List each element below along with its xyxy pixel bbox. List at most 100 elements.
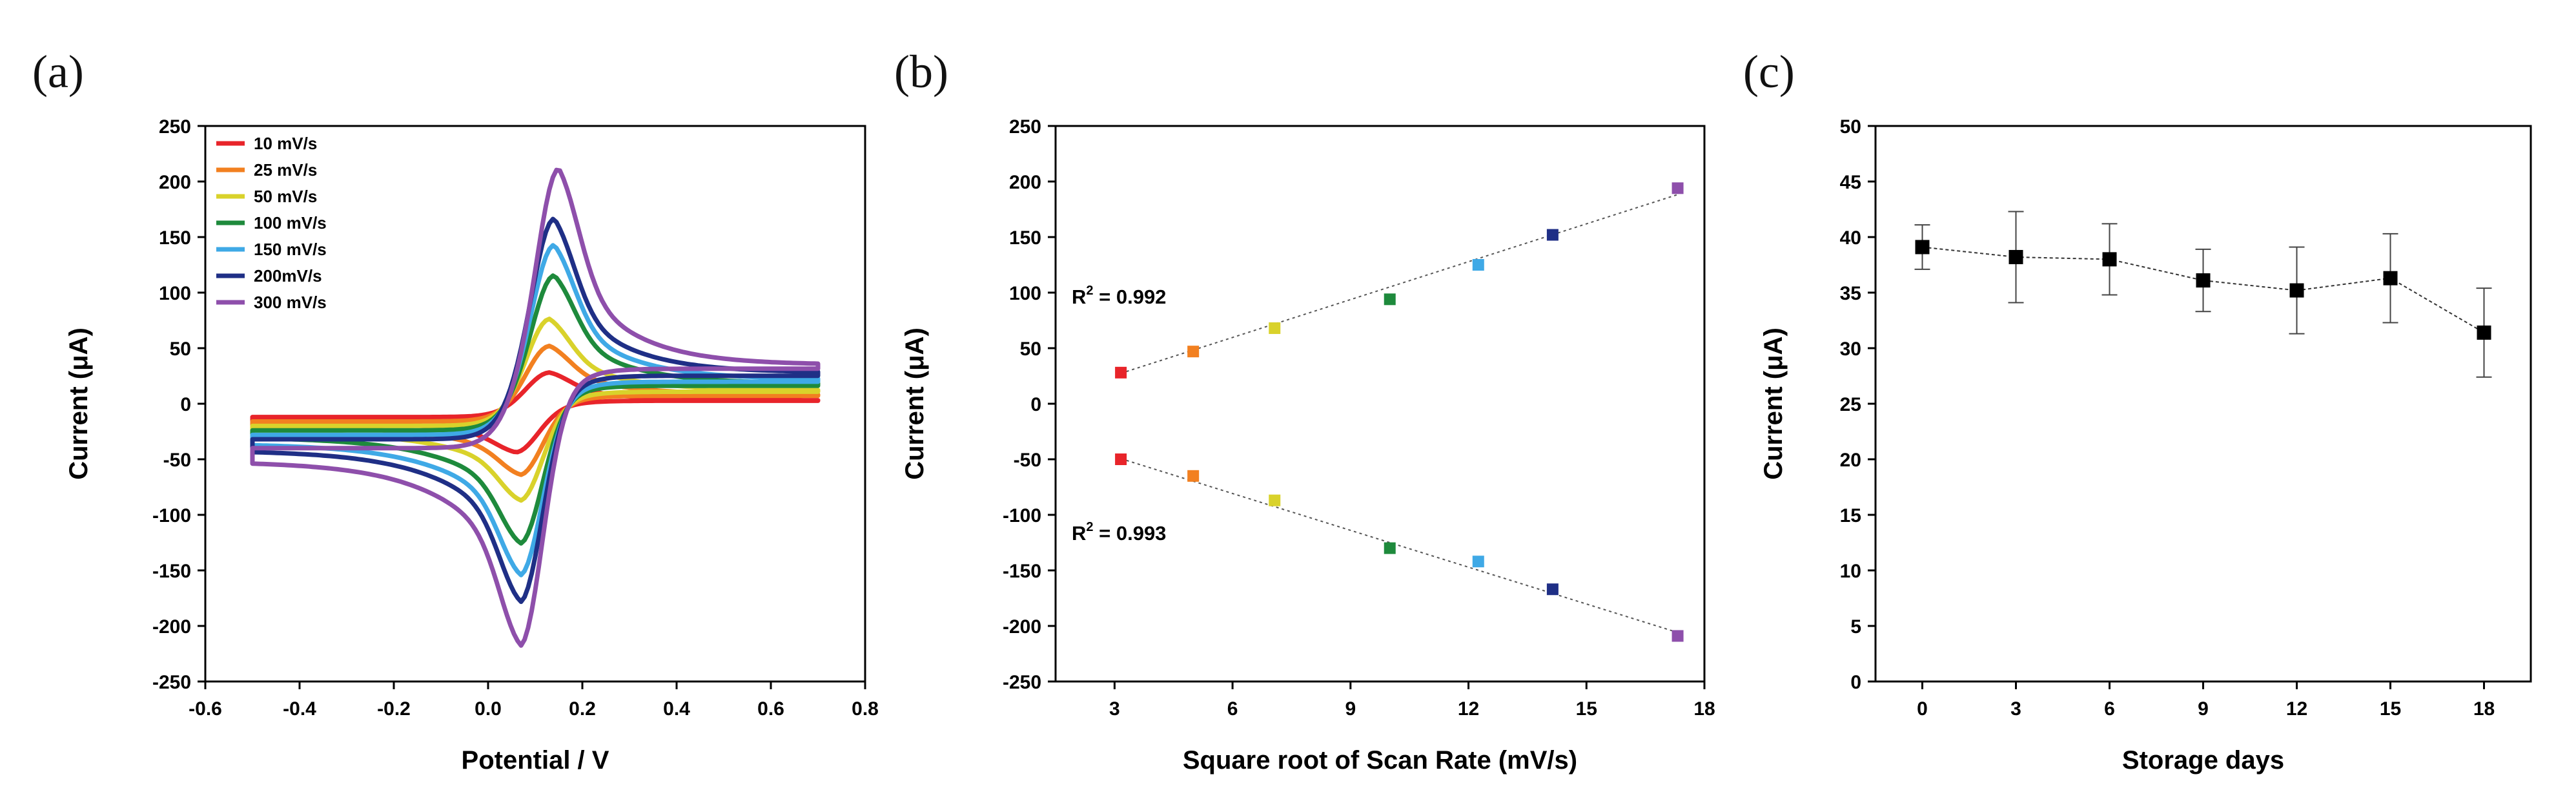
y-tick-label: 100: [159, 283, 191, 304]
data-point-1: [1915, 240, 1930, 255]
data-point-5: [2289, 283, 2304, 298]
x-tick-label: -0.2: [377, 698, 411, 720]
y-tick-label: -150: [152, 561, 191, 582]
y-tick-label: 15: [1840, 505, 1861, 526]
y-tick-label: 150: [1009, 227, 1041, 249]
point-cathodic-6: [1546, 583, 1559, 596]
legend-label-1: 10 mV/s: [254, 134, 317, 153]
point-anodic-2: [1187, 346, 1200, 358]
chart-a-cyclic-voltammetry: -0.6 -0.4 -0.2 0.0 0.2 0.4 0.6 0.8 -250 -200 -150 -…: [65, 116, 879, 775]
data-point-3: [2102, 252, 2117, 267]
x-tick-label: 0.2: [569, 698, 596, 720]
x-tick-label: 0.0: [475, 698, 502, 720]
data-point-2: [2009, 249, 2023, 264]
plot-frame: [1874, 125, 2532, 683]
y-tick-label: 25: [1840, 394, 1861, 415]
x-tick-label: 6: [1227, 698, 1238, 720]
data-point-6: [2383, 271, 2398, 286]
x-tick-label: 18: [1693, 698, 1715, 720]
cv-curve-6: [250, 216, 821, 605]
y-tick-label: 150: [159, 227, 191, 249]
y-tick-label: -200: [1003, 616, 1041, 638]
panel-label-a: (a): [32, 46, 84, 98]
y-tick-label: 30: [1840, 338, 1861, 360]
x-tick-label: 12: [2286, 698, 2307, 720]
y-tick-label: 5: [1850, 616, 1861, 638]
y-tick-label: -200: [152, 616, 191, 638]
chart-c-storage-stability: 0 3 6 9 12 15 18 0 5 10 15 20 25 30 35 40 45 50 Storage da…: [1759, 116, 2532, 775]
fit-line-cathodic: [1120, 458, 1678, 634]
y-tick-label: 50: [1020, 338, 1041, 360]
cv-curve-5: [250, 243, 821, 577]
chart-b-scan-rate: 3 6 9 12 15 18 -250 -200 -150 -100 -50 0 50 100 150 200…: [901, 116, 1715, 775]
point-cathodic-1: [1115, 453, 1127, 465]
y-tick-label: -50: [1014, 450, 1041, 471]
point-anodic-7: [1671, 182, 1684, 194]
point-anodic-5: [1472, 259, 1484, 271]
panel-label-b: (b): [894, 46, 948, 98]
x-tick-label: -0.4: [283, 698, 316, 720]
x-tick-label: 0: [1917, 698, 1928, 720]
x-tick-label: 9: [1345, 698, 1356, 720]
x-tick-label: -0.6: [189, 698, 222, 720]
y-tick-label: 0: [1030, 394, 1041, 415]
y-tick-label: -150: [1003, 561, 1041, 582]
y-tick-label: 20: [1840, 450, 1861, 471]
y-tick-label: -50: [163, 450, 191, 471]
point-anodic-4: [1384, 293, 1396, 306]
x-axis-label: Storage days: [2122, 746, 2284, 775]
legend-label-6: 200mV/s: [254, 266, 322, 286]
x-tick-label: 0.8: [852, 698, 879, 720]
r-squared-anodic: R2 = 0.992: [1072, 284, 1166, 308]
x-tick-label: 6: [2104, 698, 2115, 720]
point-anodic-3: [1269, 322, 1281, 335]
point-anodic-1: [1115, 366, 1127, 379]
legend-label-2: 25 mV/s: [254, 160, 317, 180]
y-tick-label: -100: [152, 505, 191, 526]
x-tick-label: 12: [1458, 698, 1479, 720]
legend-label-4: 100 mV/s: [254, 213, 327, 233]
y-tick-label: 100: [1009, 283, 1041, 304]
y-tick-label: 0: [180, 394, 191, 415]
x-tick-label: 0.4: [663, 698, 690, 720]
y-tick-label: -250: [152, 672, 191, 693]
y-tick-label: 250: [159, 116, 191, 138]
x-tick-label: 15: [2380, 698, 2401, 720]
point-cathodic-3: [1269, 494, 1281, 506]
y-tick-label: 40: [1840, 227, 1861, 249]
y-tick-label: 45: [1840, 172, 1861, 193]
panel-label-c: (c): [1743, 46, 1795, 98]
data-point-4: [2196, 273, 2211, 288]
point-cathodic-4: [1384, 542, 1396, 554]
data-point-7: [2477, 325, 2491, 340]
point-cathodic-7: [1671, 630, 1684, 642]
y-tick-label: 35: [1840, 283, 1861, 304]
legend-label-3: 50 mV/s: [254, 187, 317, 206]
x-tick-label: 15: [1576, 698, 1597, 720]
x-tick-label: 3: [1109, 698, 1120, 720]
x-tick-label: 3: [2010, 698, 2021, 720]
x-tick-label: 18: [2473, 698, 2495, 720]
point-anodic-6: [1546, 229, 1559, 241]
cv-curve-3: [250, 317, 821, 503]
cv-curve-7: [250, 167, 821, 648]
x-tick-label: 9: [2198, 698, 2209, 720]
y-axis-label: Current (μA): [1759, 328, 1788, 480]
y-tick-label: 0: [1850, 672, 1861, 693]
y-axis-label: Current (μA): [65, 328, 93, 480]
y-tick-label: -250: [1003, 672, 1041, 693]
plot-frame: [1054, 125, 1706, 683]
y-axis-label: Current (μA): [901, 328, 929, 480]
legend-label-5: 150 mV/s: [254, 240, 327, 259]
x-axis-label: Potential / V: [462, 746, 609, 775]
y-tick-label: 50: [170, 338, 191, 360]
y-tick-label: 200: [1009, 172, 1041, 193]
x-tick-label: 0.6: [757, 698, 784, 720]
cv-curve-4: [250, 273, 821, 546]
y-tick-label: 50: [1840, 116, 1861, 138]
r-squared-cathodic: R2 = 0.993: [1072, 520, 1166, 545]
point-cathodic-2: [1187, 470, 1200, 482]
x-axis-label: Square root of Scan Rate (mV/s): [1183, 746, 1577, 775]
fit-line-anodic: [1120, 194, 1678, 374]
